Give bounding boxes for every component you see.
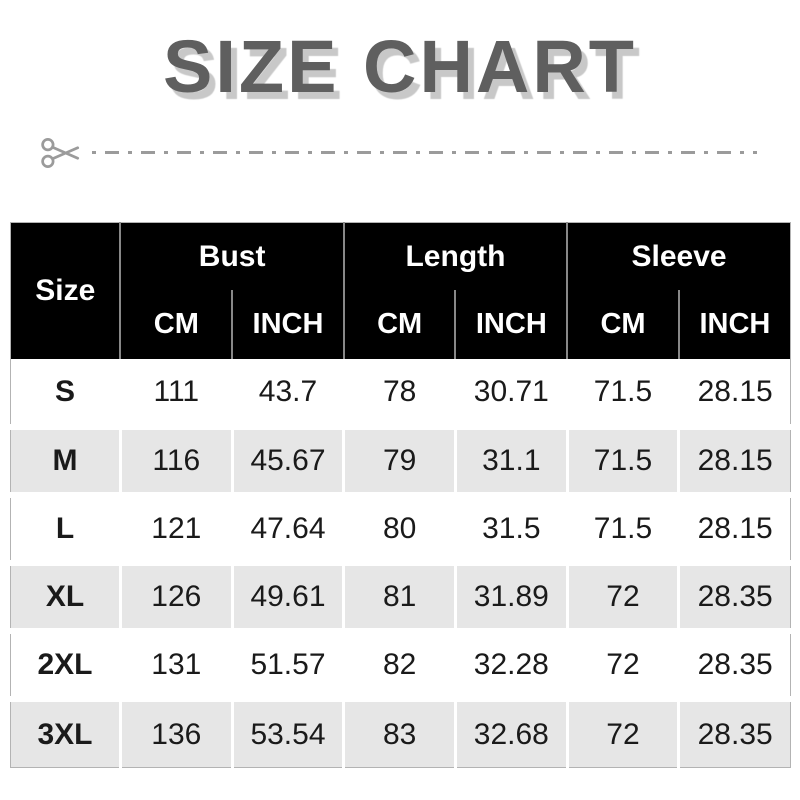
length-cm-value: 80 (342, 495, 456, 567)
title-section: SIZE CHART (0, 0, 800, 109)
size-label: 3XL (37, 717, 93, 751)
bust-inch-value: 43.7 (230, 359, 344, 431)
col-subheader-length-inch: INCH (454, 290, 568, 360)
sleeve-cm-value: 72 (565, 699, 679, 768)
header-group-row: Size Bust Length Sleeve (10, 222, 791, 360)
bust-cm-value: 136 (118, 699, 233, 768)
length-inch-value: 30.71 (453, 359, 568, 431)
length-inch-value: 31.89 (453, 563, 568, 635)
size-label: 2XL (10, 631, 121, 703)
col-subheader-bust-cm: CM (119, 290, 233, 360)
col-header-size: Size (10, 222, 121, 360)
col-subheader-sleeve-cm: CM (566, 290, 679, 360)
bust-cm-value: 121 (118, 495, 233, 567)
bust-inch-value: 49.61 (230, 563, 344, 635)
length-cm-value: 81 (342, 563, 456, 635)
table-row-l: L 121 47.64 80 31.5 71.5 28.15 (10, 495, 791, 567)
table-row-m: M 116 45.67 79 31.1 71.5 28.15 (10, 427, 791, 499)
col-subheader-sleeve-inch: INCH (677, 290, 791, 360)
col-subheader-length-cm: CM (342, 290, 456, 360)
col-group-bust: Bust (119, 222, 344, 291)
sleeve-cm-value: 72 (565, 631, 679, 703)
length-cm-value: 78 (342, 359, 456, 431)
sleeve-inch-value: 28.35 (677, 563, 791, 635)
col-subheader-bust-inch: INCH (231, 290, 344, 360)
bust-cm-value: 111 (118, 359, 233, 431)
table-row-3xl: 3XL 136 53.54 83 32.68 72 28.35 (10, 699, 791, 768)
sleeve-inch-value: 28.35 (677, 699, 791, 768)
sleeve-cm-value: 71.5 (565, 359, 679, 431)
col-group-sleeve: Sleeve (566, 222, 791, 291)
header-sub-row: CM INCH CM INCH CM INCH (11, 290, 791, 360)
length-inch-value: 32.28 (453, 631, 568, 703)
table-row-2xl: 2XL 131 51.57 82 32.28 72 28.35 (10, 631, 791, 703)
length-inch-value: 31.1 (453, 427, 568, 499)
size-chart-table: Size Bust Length Sleeve CM INCH CM INCH … (10, 221, 791, 768)
col-group-length: Length (342, 222, 568, 291)
table-header: Size Bust Length Sleeve CM INCH CM INCH … (10, 222, 791, 360)
cut-line (0, 135, 800, 171)
size-label: L (10, 495, 121, 567)
sleeve-cm-value: 71.5 (565, 427, 679, 499)
bust-inch-value: 45.67 (230, 427, 344, 499)
bust-inch-value: 51.57 (230, 631, 344, 703)
length-cm-value: 82 (342, 631, 456, 703)
sleeve-inch-value: 28.15 (677, 427, 791, 499)
length-cm-value: 83 (342, 699, 456, 768)
size-label: S (10, 359, 121, 431)
length-cm-value: 79 (342, 427, 456, 499)
sleeve-cm-value: 72 (565, 563, 679, 635)
table-body: S 111 43.7 78 30.71 71.5 28.15 M 116 45.… (10, 359, 791, 768)
size-chart-table-wrap: Size Bust Length Sleeve CM INCH CM INCH … (10, 221, 791, 768)
bust-inch-value: 47.64 (230, 495, 344, 567)
scissors-icon (41, 137, 80, 168)
bust-cm-value: 126 (118, 563, 233, 635)
page-title: SIZE CHART (163, 25, 637, 108)
length-inch-value: 31.5 (453, 495, 568, 567)
size-label: M (10, 427, 121, 499)
sleeve-inch-value: 28.15 (677, 495, 791, 567)
bust-cm-value: 116 (118, 427, 233, 499)
sleeve-inch-value: 28.35 (677, 631, 791, 703)
length-inch-value: 32.68 (453, 699, 568, 768)
sleeve-inch-value: 28.15 (677, 359, 791, 431)
bust-cm-value: 131 (118, 631, 233, 703)
sleeve-cm-value: 71.5 (565, 495, 679, 567)
dashed-cut-line (92, 151, 757, 155)
bust-inch-value: 53.54 (230, 699, 344, 768)
size-label: XL (10, 563, 121, 635)
table-row-s: S 111 43.7 78 30.71 71.5 28.15 (10, 359, 791, 431)
table-row-xl: XL 126 49.61 81 31.89 72 28.35 (10, 563, 791, 635)
